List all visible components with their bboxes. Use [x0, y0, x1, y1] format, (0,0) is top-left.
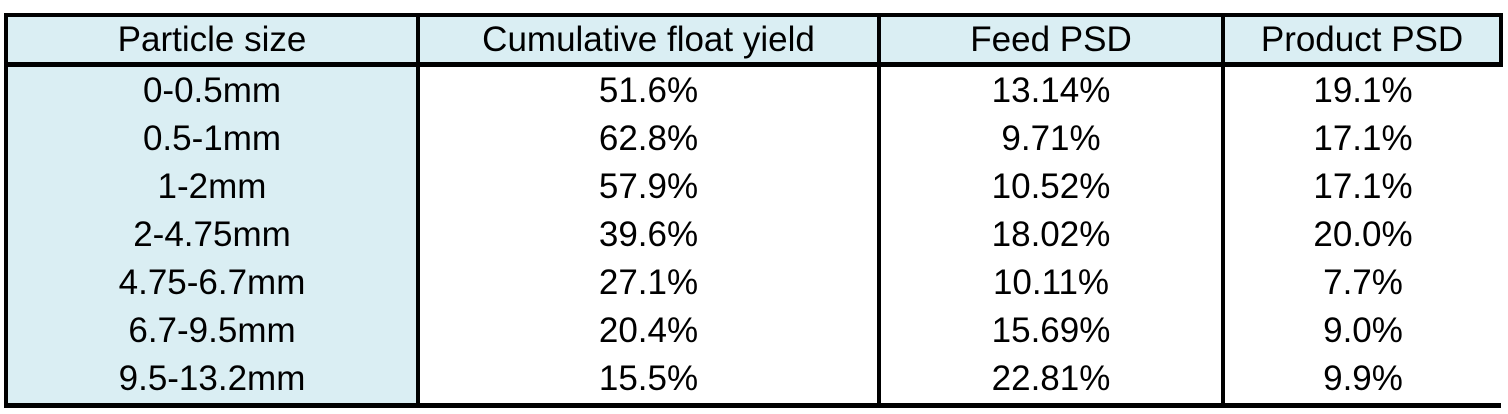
header-cell-cumulative-float-yield: Cumulative float yield — [416, 13, 881, 67]
cell-cumulative-float-yield: 27.1% — [416, 259, 879, 307]
cell-cumulative-float-yield: 57.9% — [416, 163, 879, 211]
particle-size-distribution-table: Particle size Cumulative float yield Fee… — [4, 13, 1503, 408]
cell-cumulative-float-yield: 20.4% — [416, 307, 879, 355]
table-row: 2-4.75mm 39.6% 18.02% 20.0% — [4, 211, 1501, 259]
header-cell-feed-psd: Feed PSD — [877, 13, 1225, 67]
cell-product-psd: 9.0% — [1221, 307, 1501, 355]
table-row: 6.7-9.5mm 20.4% 15.69% 9.0% — [4, 307, 1501, 355]
cell-cumulative-float-yield: 39.6% — [416, 211, 879, 259]
cell-product-psd: 17.1% — [1221, 163, 1501, 211]
cell-particle-size: 4.75-6.7mm — [4, 259, 418, 307]
cell-cumulative-float-yield: 62.8% — [416, 115, 879, 163]
cell-particle-size: 2-4.75mm — [4, 211, 418, 259]
cell-feed-psd: 22.81% — [877, 355, 1223, 408]
cell-product-psd: 19.1% — [1221, 64, 1501, 115]
cell-product-psd: 9.9% — [1221, 355, 1501, 408]
cell-particle-size: 6.7-9.5mm — [4, 307, 418, 355]
cell-feed-psd: 10.11% — [877, 259, 1223, 307]
table-row: 0.5-1mm 62.8% 9.71% 17.1% — [4, 115, 1501, 163]
cell-product-psd: 17.1% — [1221, 115, 1501, 163]
cell-cumulative-float-yield: 15.5% — [416, 355, 879, 408]
cell-feed-psd: 18.02% — [877, 211, 1223, 259]
cell-particle-size: 0.5-1mm — [4, 115, 418, 163]
table-row: 0-0.5mm 51.6% 13.14% 19.1% — [4, 64, 1501, 115]
table-row: 9.5-13.2mm 15.5% 22.81% 9.9% — [4, 355, 1501, 408]
cell-cumulative-float-yield: 51.6% — [416, 64, 879, 115]
cell-feed-psd: 15.69% — [877, 307, 1223, 355]
cell-feed-psd: 9.71% — [877, 115, 1223, 163]
table-row: 4.75-6.7mm 27.1% 10.11% 7.7% — [4, 259, 1501, 307]
cell-particle-size: 9.5-13.2mm — [4, 355, 418, 408]
cell-product-psd: 20.0% — [1221, 211, 1501, 259]
header-row: Particle size Cumulative float yield Fee… — [4, 13, 1503, 67]
cell-particle-size: 1-2mm — [4, 163, 418, 211]
cell-particle-size: 0-0.5mm — [4, 64, 418, 115]
cell-product-psd: 7.7% — [1221, 259, 1501, 307]
header-cell-particle-size: Particle size — [4, 13, 420, 67]
cell-feed-psd: 10.52% — [877, 163, 1223, 211]
table-row: 1-2mm 57.9% 10.52% 17.1% — [4, 163, 1501, 211]
header-cell-product-psd: Product PSD — [1221, 13, 1503, 67]
cell-feed-psd: 13.14% — [877, 64, 1223, 115]
